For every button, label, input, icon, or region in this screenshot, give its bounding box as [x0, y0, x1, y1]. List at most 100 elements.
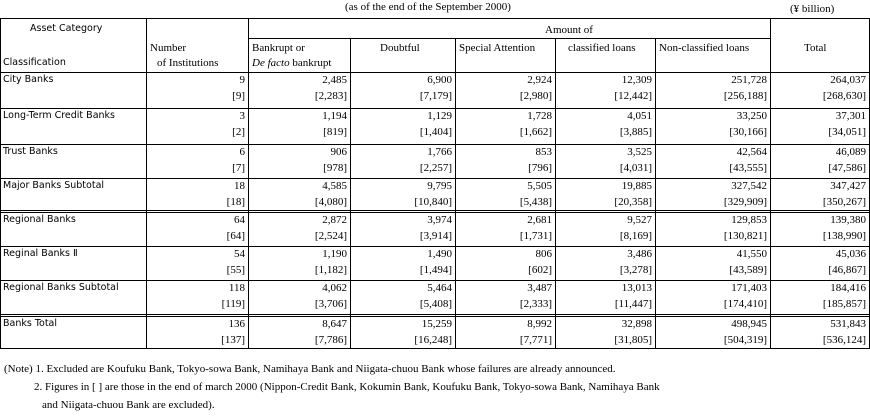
- cell-prior: [329,909]: [723, 196, 767, 208]
- note: 2. Figures in [ ] are those in the end o…: [34, 381, 660, 393]
- row-label: Major Banks Subtotal: [3, 180, 105, 191]
- cell-prior: [4,080]: [314, 196, 347, 208]
- cell-prior: [16,248]: [414, 334, 452, 346]
- cell-prior: [18]: [226, 196, 245, 208]
- row-label: Long-Term Credit Banks: [3, 110, 115, 121]
- cell-value: 3,486: [627, 248, 652, 260]
- cell-value: 9: [239, 74, 246, 86]
- cell-value: 32,898: [621, 318, 652, 330]
- cell-value: 8,992: [527, 318, 552, 330]
- cell-value: 12,309: [621, 74, 652, 86]
- cell-value: 139,380: [830, 214, 866, 226]
- cell-prior: [4,031]: [619, 162, 652, 174]
- cell-value: 8,647: [322, 318, 347, 330]
- note: (Note) 1. Excluded are Koufuku Bank, Tok…: [4, 363, 616, 375]
- col-header: classified loans: [568, 42, 636, 54]
- cell-value: 1,766: [427, 146, 452, 158]
- cell-prior: [256,188]: [723, 90, 767, 102]
- col-header: Special Attention: [459, 42, 536, 54]
- unit: (¥ billion): [790, 3, 835, 15]
- col-header: De facto bankrupt: [252, 56, 331, 70]
- row-label: Trust Banks: [3, 146, 58, 157]
- cell-value: 4,051: [627, 110, 652, 122]
- cell-prior: [5,408]: [419, 298, 452, 310]
- cell-value: 2,681: [527, 214, 552, 226]
- cell-prior: [1,494]: [419, 264, 452, 276]
- cell-value: 9,527: [627, 214, 652, 226]
- cell-prior: [11,447]: [614, 298, 652, 310]
- cell-prior: [1,404]: [419, 126, 452, 138]
- cell-prior: [2,980]: [519, 90, 552, 102]
- cell-prior: [7,179]: [419, 90, 452, 102]
- cell-prior: [504,319]: [723, 334, 767, 346]
- col-header: bankrupt: [292, 57, 332, 69]
- cell-value: 46,089: [835, 146, 866, 158]
- cell-prior: [3,885]: [619, 126, 652, 138]
- cell-value: 37,301: [835, 110, 866, 122]
- note: and Niigata-chuou Bank are excluded).: [42, 399, 215, 411]
- cell-value: 2,872: [322, 214, 347, 226]
- row-label: Banks Total: [3, 318, 58, 329]
- cell-value: 498,945: [731, 318, 767, 330]
- cell-prior: [174,410]: [723, 298, 767, 310]
- cell-value: 3,525: [627, 146, 652, 158]
- col-header: Total: [804, 42, 827, 54]
- cell-prior: [10,840]: [414, 196, 452, 208]
- cell-prior: [119]: [221, 298, 245, 310]
- cell-prior: [64]: [226, 230, 245, 242]
- col-header: Bankrupt or: [252, 42, 305, 54]
- row-label: Reginal Banks Ⅱ: [3, 248, 78, 259]
- cell-prior: [46,867]: [828, 264, 866, 276]
- cell-value: 6,900: [427, 74, 452, 86]
- cell-value: 136: [228, 318, 246, 330]
- cell-prior: [2,283]: [314, 90, 347, 102]
- cell-prior: [536,124]: [822, 334, 866, 346]
- cell-value: 3,974: [427, 214, 452, 226]
- cell-prior: [7,771]: [519, 334, 552, 346]
- col-header-italic: De facto: [252, 57, 290, 69]
- cell-prior: [602]: [528, 264, 552, 276]
- cell-prior: [31,805]: [614, 334, 652, 346]
- cell-value: 9,795: [427, 180, 452, 192]
- cell-value: 6: [239, 146, 246, 158]
- cell-value: 5,505: [527, 180, 552, 192]
- cell-prior: [7,786]: [314, 334, 347, 346]
- cell-value: 118: [228, 282, 245, 294]
- cell-prior: [978]: [323, 162, 347, 174]
- cell-value: 5,464: [427, 282, 452, 294]
- cell-value: 347,427: [830, 180, 866, 192]
- cell-prior: [3,914]: [419, 230, 452, 242]
- cell-prior: [138,990]: [822, 230, 866, 242]
- cell-value: 1,190: [322, 248, 347, 260]
- cell-prior: [3,278]: [619, 264, 652, 276]
- cell-prior: [47,586]: [828, 162, 866, 174]
- cell-value: 42,564: [736, 146, 767, 158]
- col-header: Non-classified loans: [659, 42, 750, 54]
- cell-value: 41,550: [736, 248, 767, 260]
- cell-value: 171,403: [731, 282, 767, 294]
- cell-prior: [3,706]: [314, 298, 347, 310]
- cell-prior: [2]: [232, 126, 245, 138]
- cell-value: 54: [234, 248, 245, 260]
- cell-value: 15,259: [421, 318, 452, 330]
- cell-value: 2,924: [527, 74, 552, 86]
- row-label: Regional Banks: [3, 214, 76, 225]
- cell-value: 251,728: [731, 74, 767, 86]
- cell-value: 19,885: [621, 180, 652, 192]
- row-label: City Banks: [3, 74, 54, 85]
- cell-value: 906: [330, 146, 348, 158]
- cell-prior: [55]: [226, 264, 245, 276]
- cell-value: 327,542: [731, 180, 767, 192]
- cell-prior: [34,051]: [828, 126, 866, 138]
- cell-value: 264,037: [830, 74, 866, 86]
- cell-value: 1,728: [527, 110, 552, 122]
- cell-prior: [130,821]: [723, 230, 767, 242]
- cell-prior: [7]: [232, 162, 245, 174]
- cell-value: 853: [535, 146, 553, 158]
- cell-value: 13,013: [621, 282, 652, 294]
- cell-prior: [350,267]: [822, 196, 866, 208]
- cell-prior: [796]: [528, 162, 552, 174]
- col-header: Asset Category: [30, 23, 103, 34]
